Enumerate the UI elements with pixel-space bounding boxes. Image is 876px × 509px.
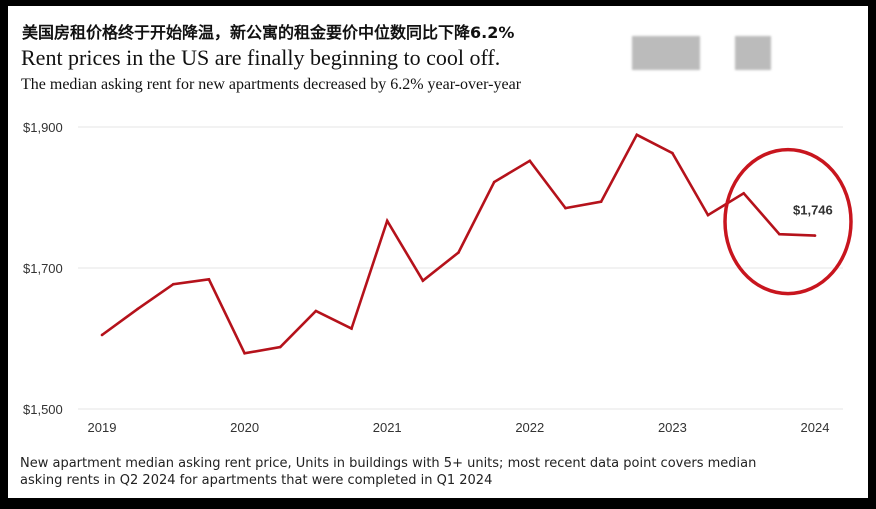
series-line bbox=[101, 133, 816, 355]
y-tick-label: $1,500 bbox=[23, 402, 63, 417]
data-point bbox=[278, 345, 282, 349]
y-tick-label: $1,700 bbox=[23, 261, 63, 276]
annotation-label: $1,746 bbox=[793, 203, 833, 218]
data-point bbox=[457, 251, 460, 254]
data-point bbox=[778, 232, 781, 236]
data-point bbox=[243, 352, 246, 355]
data-point bbox=[207, 277, 211, 281]
x-tick-label: 2019 bbox=[88, 420, 117, 435]
data-point bbox=[564, 206, 567, 210]
data-point bbox=[385, 219, 389, 223]
y-axis-ticks: $1,500 $1,700 $1,900 bbox=[23, 120, 63, 417]
grid-lines bbox=[78, 126, 843, 410]
data-point bbox=[599, 200, 603, 204]
x-axis-ticks: 2019 2020 2021 2022 2023 2024 bbox=[88, 420, 830, 435]
headline-english: Rent prices in the US are finally beginn… bbox=[21, 45, 501, 70]
blurred-watermark bbox=[632, 36, 700, 70]
x-tick-label: 2022 bbox=[515, 420, 544, 435]
chart-card: 美国房租价格终于开始降温，新公寓的租金要价中位数同比下降6.2% Rent pr… bbox=[8, 6, 868, 498]
data-point bbox=[706, 213, 710, 217]
x-tick-label: 2021 bbox=[373, 420, 402, 435]
data-points bbox=[100, 133, 817, 355]
chart-subtitle: The median asking rent for new apartment… bbox=[21, 76, 522, 93]
y-tick-label: $1,900 bbox=[23, 120, 63, 135]
data-point bbox=[635, 133, 639, 137]
highlight-circle bbox=[723, 147, 853, 296]
data-point bbox=[671, 151, 674, 155]
data-point bbox=[528, 159, 532, 163]
data-point bbox=[314, 309, 318, 313]
data-point bbox=[136, 307, 139, 311]
line-chart: $1,500$1,700$1,900 2019 2020 2021 2022 2023 2… bbox=[23, 120, 853, 435]
data-point bbox=[492, 180, 496, 184]
x-tick-label: 2024 bbox=[801, 420, 830, 435]
data-point bbox=[742, 191, 745, 195]
chart-footnote: New apartment median asking rent price, … bbox=[20, 456, 757, 488]
data-point bbox=[350, 327, 353, 330]
blurred-watermark bbox=[735, 36, 771, 70]
data-point bbox=[100, 333, 104, 337]
data-point bbox=[172, 282, 175, 286]
data-point bbox=[421, 279, 425, 282]
headline-chinese: 美国房租价格终于开始降温，新公寓的租金要价中位数同比下降6.2% bbox=[22, 23, 515, 42]
data-point bbox=[813, 234, 817, 237]
x-tick-label: 2023 bbox=[658, 420, 687, 435]
x-tick-label: 2020 bbox=[230, 420, 259, 435]
annotation: $1,746 bbox=[723, 147, 853, 296]
